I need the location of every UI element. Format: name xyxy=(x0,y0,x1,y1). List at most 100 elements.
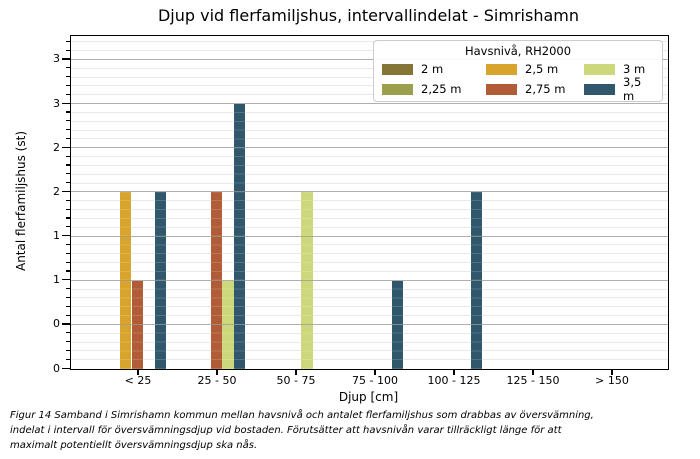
gridline-minor xyxy=(71,341,668,343)
gridline-minor xyxy=(71,244,668,246)
y-minor-tick-mark xyxy=(65,76,70,78)
gridline-minor xyxy=(71,359,668,361)
y-minor-tick-mark xyxy=(65,67,70,69)
legend-item: 2 m xyxy=(382,62,486,76)
y-tick-label: 3 xyxy=(53,52,60,66)
gridline-major xyxy=(71,235,668,237)
gridline-minor xyxy=(71,350,668,352)
legend-item: 2,25 m xyxy=(382,82,486,96)
y-minor-tick-mark xyxy=(65,102,70,104)
legend-swatch xyxy=(486,63,517,75)
y-minor-tick-mark xyxy=(65,137,70,140)
gridline-minor xyxy=(71,94,668,96)
y-minor-tick-mark xyxy=(65,296,70,299)
x-tick-label: 25 - 50 xyxy=(197,374,237,387)
gridline-minor xyxy=(71,226,668,228)
gridline-minor xyxy=(71,253,668,255)
y-minor-tick-mark xyxy=(65,58,70,60)
gridline-minor xyxy=(71,50,668,52)
y-tick-label: 2 xyxy=(53,184,60,198)
x-tick-label: > 150 xyxy=(595,374,629,387)
gridline-major xyxy=(71,103,668,105)
y-minor-tick-mark xyxy=(65,49,70,51)
y-minor-tick-mark xyxy=(65,173,70,175)
y-minor-tick-mark xyxy=(65,93,70,95)
bar xyxy=(154,192,167,369)
gridline-major xyxy=(71,147,668,149)
gridline-minor xyxy=(71,85,668,87)
gridline-minor xyxy=(71,182,668,184)
y-minor-tick-mark xyxy=(65,261,70,263)
y-minor-tick-mark xyxy=(65,199,70,201)
bar xyxy=(210,192,223,369)
bar xyxy=(119,192,132,369)
gridline-minor xyxy=(71,306,668,308)
legend: Havsnivå, RH2000 2 m 2,25 m 2,5 m 2,75 m 3 m… xyxy=(373,40,663,103)
bar xyxy=(301,192,313,369)
y-minor-tick-mark xyxy=(65,288,70,290)
y-minor-tick-mark xyxy=(65,349,70,352)
y-tick-label: 3 xyxy=(53,96,60,110)
legend-item: 2,5 m xyxy=(486,62,584,76)
y-tick-mark xyxy=(62,367,70,369)
x-tick-label: 50 - 75 xyxy=(276,374,316,387)
legend-item-label: 2,75 m xyxy=(525,82,566,96)
x-tick-mark xyxy=(374,370,376,375)
y-minor-tick-mark xyxy=(65,226,70,228)
x-tick-mark xyxy=(137,370,139,375)
gridline-major xyxy=(71,323,668,325)
gridline-minor xyxy=(71,138,668,140)
y-minor-tick-mark xyxy=(65,111,70,113)
caption-line: Figur 14 Samband i Simrishamn kommun mel… xyxy=(10,410,594,421)
y-minor-tick-mark xyxy=(65,270,70,272)
x-tick-mark xyxy=(611,370,613,375)
legend-item-label: 3 m xyxy=(623,62,646,76)
gridline-minor xyxy=(71,111,668,113)
y-minor-tick-mark xyxy=(65,217,70,219)
gridline-minor xyxy=(71,120,668,122)
x-tick-mark xyxy=(295,370,297,375)
legend-item-label: 2,25 m xyxy=(421,82,462,96)
gridline-minor xyxy=(71,164,668,166)
legend-item-label: 2,5 m xyxy=(525,62,559,76)
legend-item: 3,5 m xyxy=(584,75,654,103)
gridline-minor xyxy=(71,129,668,131)
gridline-minor xyxy=(71,76,668,78)
y-minor-tick-mark xyxy=(65,279,70,281)
y-tick-label: 2 xyxy=(53,140,60,154)
y-minor-tick-mark xyxy=(65,235,70,237)
y-minor-tick-mark xyxy=(65,84,70,87)
plot-canvas xyxy=(71,36,668,369)
x-tick-label: 125 - 150 xyxy=(506,374,560,387)
gridline-minor xyxy=(71,156,668,158)
gridline-minor xyxy=(71,209,668,211)
legend-item-label: 3,5 m xyxy=(623,75,642,103)
gridline-minor xyxy=(71,67,668,69)
gridline-major xyxy=(71,191,668,193)
y-minor-tick-mark xyxy=(65,243,70,246)
x-axis-label: Djup [cm] xyxy=(338,390,399,404)
y-minor-tick-mark xyxy=(65,40,70,42)
x-tick-label: 100 - 125 xyxy=(427,374,481,387)
legend-grid: 2 m 2,25 m 2,5 m 2,75 m 3 m 3,5 m xyxy=(382,59,654,103)
y-minor-tick-mark xyxy=(65,182,70,184)
y-tick-label: 1 xyxy=(53,229,60,243)
caption-line: maximalt potentiellt översvämningsdjup s… xyxy=(10,440,258,451)
gridline-major xyxy=(71,58,668,60)
y-minor-tick-mark xyxy=(65,314,70,316)
y-minor-tick-mark xyxy=(65,120,70,122)
y-tick-label: 0 xyxy=(53,317,60,331)
y-tick-label: 0 xyxy=(53,361,60,375)
gridline-minor xyxy=(71,270,668,272)
gridline-minor xyxy=(71,200,668,202)
x-tick-label: 75 - 100 xyxy=(352,374,398,387)
gridline-minor xyxy=(71,288,668,290)
y-minor-tick-mark xyxy=(65,252,70,254)
legend-swatch xyxy=(382,63,413,75)
legend-swatch xyxy=(486,83,517,95)
bar xyxy=(470,192,483,369)
y-minor-tick-mark xyxy=(65,208,70,210)
x-tick-label: < 25 xyxy=(124,374,152,387)
y-tick-label: 1 xyxy=(53,273,60,287)
